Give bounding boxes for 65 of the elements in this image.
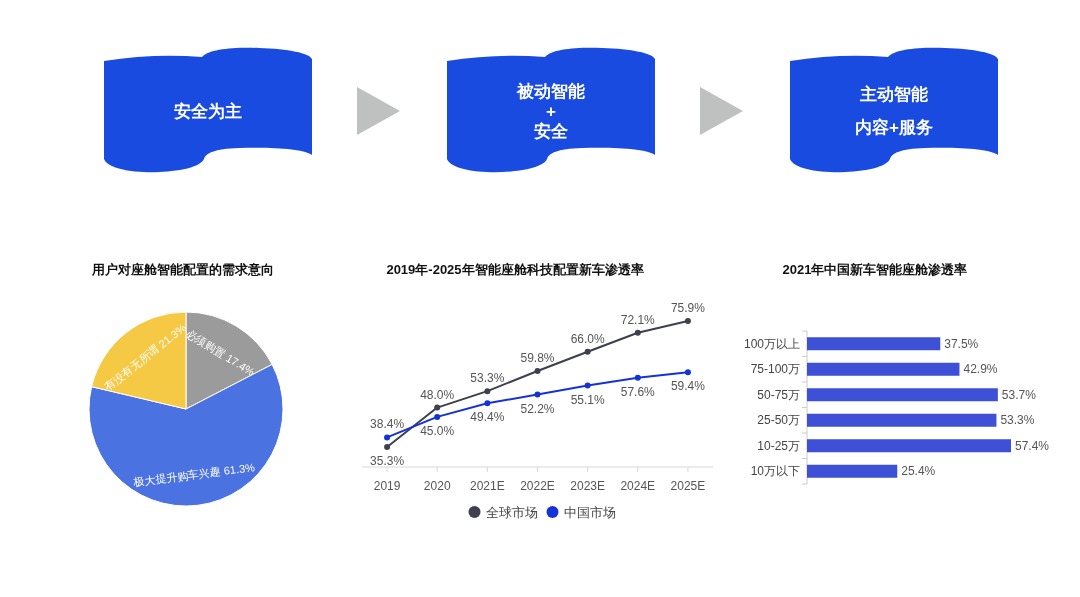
- data-label: 35.3%: [370, 454, 405, 468]
- data-label: 45.0%: [420, 423, 455, 438]
- data-label: 72.1%: [620, 312, 656, 327]
- data-label: 37.5%: [944, 336, 979, 351]
- x-tick-label: 2021E: [470, 479, 505, 493]
- chart-title: 2019年-2025年智能座舱科技配置新车渗透率: [386, 262, 644, 277]
- data-label: 52.2%: [520, 401, 555, 416]
- chart-title: 用户对座舱智能配置的需求意向: [91, 262, 274, 277]
- data-label: 57.6%: [620, 384, 656, 399]
- data-label: 53.3%: [470, 371, 505, 386]
- legend-label: 中国市场: [563, 504, 616, 520]
- data-label: 59.8%: [520, 350, 555, 365]
- slice-label: 极大提升购车兴趣 61.3%: [131, 461, 256, 489]
- x-tick-label: 2022E: [520, 479, 555, 493]
- y-tick-label: 100万以上: [743, 336, 800, 351]
- data-label: 48.0%: [420, 387, 455, 402]
- text: 安全为主: [174, 101, 242, 121]
- point: [684, 369, 691, 376]
- data-label: 25.4%: [901, 464, 936, 479]
- data-label: 57.4%: [1015, 438, 1050, 453]
- point: [534, 367, 541, 374]
- point: [534, 391, 541, 398]
- data-label: 66.0%: [570, 331, 605, 346]
- point: [484, 400, 491, 407]
- point: [434, 404, 441, 411]
- text: 被动智能: [516, 81, 585, 101]
- point: [634, 329, 641, 336]
- point: [434, 413, 441, 420]
- point: [384, 434, 391, 441]
- data-label: 59.4%: [670, 379, 706, 394]
- bar: [807, 413, 997, 427]
- bar: [807, 362, 960, 376]
- x-tick-label: 2025E: [670, 479, 706, 493]
- text: 内容+服务: [855, 118, 933, 137]
- text: +: [546, 101, 557, 121]
- data-label: 75.9%: [670, 301, 706, 315]
- data-label: 53.3%: [1000, 413, 1035, 428]
- data-label: 53.7%: [1001, 387, 1037, 402]
- y-tick-label: 10-25万: [757, 438, 800, 453]
- point: [634, 374, 641, 381]
- legend-label: 全球市场: [485, 504, 538, 520]
- text: 安全: [534, 121, 569, 141]
- text: 主动智能: [859, 85, 928, 104]
- point: [484, 388, 491, 395]
- data-label: 55.1%: [570, 392, 605, 407]
- data-label: 49.4%: [470, 410, 505, 425]
- bar: [807, 388, 998, 402]
- data-label: 42.9%: [963, 362, 998, 377]
- point: [584, 382, 591, 389]
- x-tick-label: 2019: [373, 479, 401, 493]
- x-tick-label: 2024E: [620, 479, 656, 493]
- chart-title: 2021年中国新车智能座舱渗透率: [782, 262, 968, 277]
- bar: [807, 464, 898, 478]
- point: [384, 444, 391, 450]
- y-tick-label: 50-75万: [757, 387, 800, 402]
- y-tick-label: 75-100万: [750, 362, 800, 377]
- bar: [807, 439, 1011, 453]
- x-tick-label: 2023E: [570, 479, 605, 493]
- point: [584, 348, 591, 355]
- x-tick-label: 2020: [423, 479, 451, 493]
- bar: [807, 337, 941, 351]
- data-label: 38.4%: [370, 417, 405, 432]
- y-tick-label: 10万以下: [750, 464, 800, 479]
- point: [684, 318, 691, 324]
- y-tick-label: 25-50万: [757, 413, 800, 428]
